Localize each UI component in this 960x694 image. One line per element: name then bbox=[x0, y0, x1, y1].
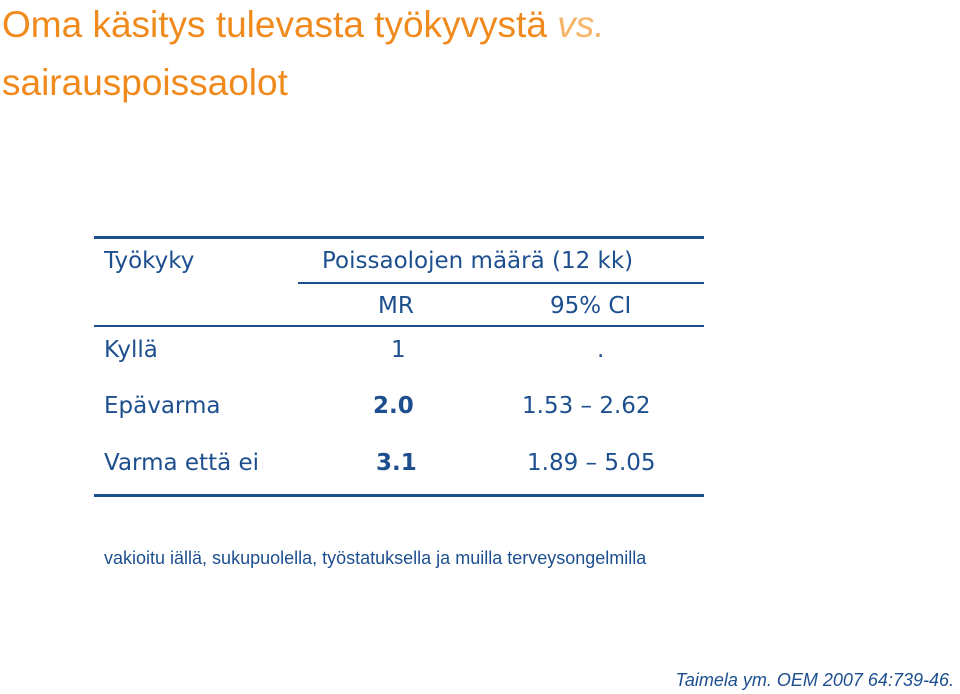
header-poissaolot: Poissaolojen määrä (12 kk) bbox=[322, 248, 634, 274]
row-label-varma-etta-ei: Varma että ei bbox=[104, 450, 260, 476]
citation: Taimela ym. OEM 2007 64:739-46. bbox=[675, 670, 954, 690]
row-mr-kylla: 1 bbox=[391, 337, 406, 363]
title-vs: vs. bbox=[557, 4, 605, 45]
header-bottom-rule bbox=[94, 325, 704, 327]
table-bottom-rule bbox=[94, 494, 704, 497]
header-group-rule bbox=[298, 282, 704, 284]
row-ci-epavarma: 1.53 – 2.62 bbox=[522, 393, 651, 419]
row-ci-kylla: . bbox=[597, 337, 605, 363]
row-mr-epavarma: 2.0 bbox=[373, 393, 414, 419]
slide-title: Oma käsitys tulevasta työkyvystä vs. sai… bbox=[2, 0, 902, 112]
row-ci-varma-etta-ei: 1.89 – 5.05 bbox=[527, 450, 656, 476]
adjustment-footnote: vakioitu iällä, sukupuolella, työstatuks… bbox=[104, 548, 647, 568]
row-label-epavarma: Epävarma bbox=[104, 393, 221, 419]
table-top-rule bbox=[94, 236, 704, 239]
title-line2: sairauspoissaolot bbox=[2, 62, 288, 103]
row-label-kylla: Kyllä bbox=[104, 337, 158, 363]
title-main: Oma käsitys tulevasta työkyvystä bbox=[2, 4, 547, 45]
header-tyokyky: Työkyky bbox=[104, 248, 195, 274]
row-mr-varma-etta-ei: 3.1 bbox=[376, 450, 417, 476]
header-mr: MR bbox=[378, 293, 414, 319]
header-ci: 95% CI bbox=[550, 293, 632, 319]
